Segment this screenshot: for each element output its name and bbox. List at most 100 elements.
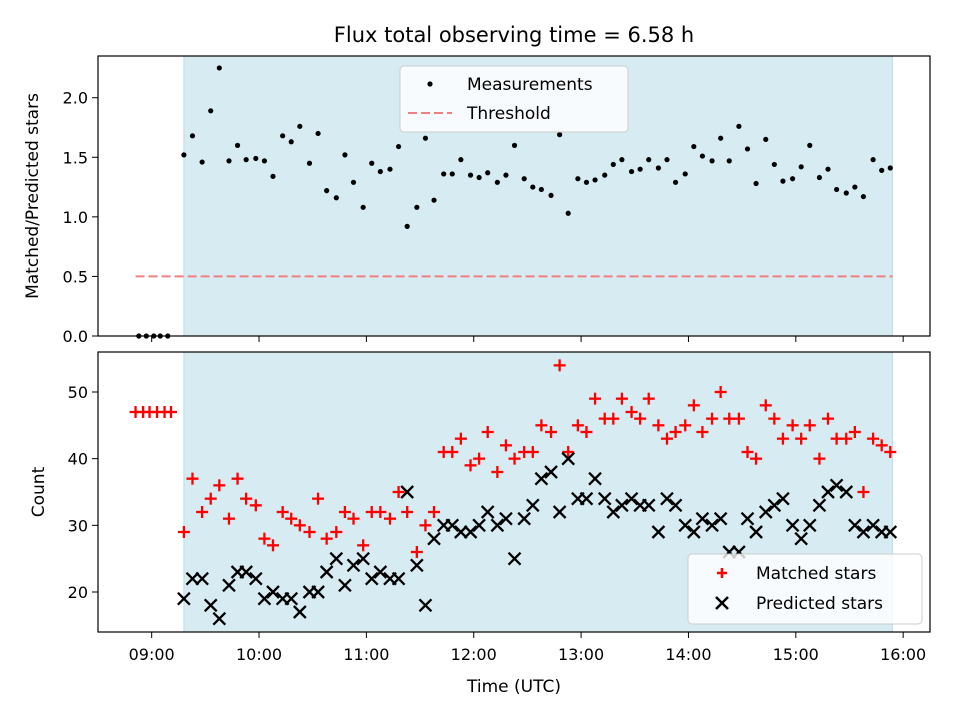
measurement-point xyxy=(664,157,670,163)
measurement-point xyxy=(494,179,500,185)
x-tick-label: 11:00 xyxy=(343,645,389,664)
top-y-tick-label: 0.5 xyxy=(63,267,88,286)
matched-star-point xyxy=(374,506,387,518)
matched-star-point xyxy=(848,426,861,438)
predicted-star-point xyxy=(454,525,468,539)
measurement-point xyxy=(763,136,769,143)
predicted-star-point xyxy=(329,551,344,566)
bottom-y-tick-label: 40 xyxy=(68,450,88,469)
measurement-point xyxy=(852,184,858,190)
predicted-star-point xyxy=(829,478,844,493)
predicted-star-point xyxy=(687,525,701,539)
matched-star-point xyxy=(840,432,853,445)
matched-star-point xyxy=(204,492,217,505)
matched-star-point xyxy=(714,386,727,398)
measurement-point xyxy=(610,161,616,168)
measurement-point xyxy=(261,158,267,164)
matched-star-point xyxy=(401,506,414,518)
measurement-point xyxy=(270,173,276,179)
matched-star-point xyxy=(258,532,271,545)
measurement-point xyxy=(441,171,447,177)
predicted-star-point xyxy=(534,471,549,486)
matched-star-point xyxy=(428,506,441,518)
matched-star-point xyxy=(499,439,512,452)
matched-star-point xyxy=(822,412,835,425)
matched-star-point xyxy=(177,526,190,538)
predicted-star-point xyxy=(472,518,486,533)
measurement-point xyxy=(709,158,715,164)
measurement-point xyxy=(306,160,313,166)
bottom-y-ticks: 20 30 40 50 xyxy=(68,383,98,602)
measurement-point xyxy=(208,108,214,114)
matched-star-point xyxy=(384,512,397,525)
matched-star-point xyxy=(867,432,880,445)
measurement-point xyxy=(333,195,339,201)
predicted-star-point xyxy=(544,465,558,479)
matched-star-point xyxy=(634,412,647,425)
measurement-point xyxy=(181,152,187,158)
matched-star-point xyxy=(776,432,789,445)
top-axes-frame xyxy=(97,55,931,337)
x-tick-label: 10:00 xyxy=(236,645,282,664)
predicted-star-point xyxy=(812,498,827,513)
predicted-star-point xyxy=(266,585,280,599)
matched-star-point xyxy=(222,512,235,525)
measurement-point xyxy=(280,133,286,139)
matched-star-point xyxy=(266,539,279,552)
top-legend: Measurements Threshold xyxy=(399,65,629,133)
top-y-tick-label: 1.0 xyxy=(63,208,88,227)
matched-star-point xyxy=(410,546,423,558)
predicted-star-point xyxy=(606,505,621,519)
measurement-point xyxy=(369,160,375,166)
x-tick-label: 12:00 xyxy=(451,645,497,664)
predicted-star-point xyxy=(856,525,871,539)
measurements-series xyxy=(136,65,893,339)
predicted-star-point xyxy=(588,471,602,486)
measurement-point xyxy=(387,166,393,172)
legend-matched-marker xyxy=(717,568,727,578)
matched-star-point xyxy=(473,452,486,465)
matched-star-point xyxy=(768,412,781,425)
predicted-star-point xyxy=(410,558,424,573)
matched-star-point xyxy=(786,419,799,432)
matched-star-point xyxy=(615,392,628,405)
predicted-star-point xyxy=(597,491,612,506)
predicted-star-point xyxy=(400,485,414,499)
measurement-point xyxy=(557,132,563,138)
matched-star-point xyxy=(491,466,504,478)
predicted-star-point xyxy=(490,518,505,533)
measurement-point xyxy=(521,176,527,182)
measurement-point xyxy=(699,153,706,159)
top-panel: 0.00.51.01.52.0 Matched/Predicted stars … xyxy=(23,55,931,346)
predicted-star-point xyxy=(346,558,361,573)
legend-threshold-label: Threshold xyxy=(466,104,551,124)
predicted-star-point xyxy=(480,505,495,519)
bottom-axes-frame xyxy=(97,351,931,633)
predicted-star-point xyxy=(311,585,325,599)
legend-predicted-marker xyxy=(715,596,729,610)
measurement-point xyxy=(485,170,491,176)
matched-star-point xyxy=(732,412,745,425)
matched-star-point xyxy=(857,486,870,498)
measurement-point xyxy=(414,204,420,210)
predicted-star-point xyxy=(561,451,576,466)
measurement-point xyxy=(342,152,348,158)
matched-star-point xyxy=(652,419,665,432)
predicted-star-point xyxy=(749,525,763,539)
measurement-point xyxy=(476,174,482,181)
chart-title: Flux total observing time = 6.58 h xyxy=(334,23,694,47)
matched-star-point xyxy=(249,499,262,512)
measurement-point xyxy=(887,165,893,171)
matched-star-point xyxy=(696,426,709,438)
predicted-star-point xyxy=(391,571,406,586)
x-tick-label: 15:00 xyxy=(773,645,819,664)
measurement-point xyxy=(297,123,303,129)
legend-measurements-label: Measurements xyxy=(467,75,593,95)
matched-star-point xyxy=(196,506,209,518)
measurement-point xyxy=(565,210,571,216)
matched-star-point xyxy=(186,472,199,485)
measurement-point xyxy=(834,186,840,193)
predicted-star-point xyxy=(883,525,898,539)
predicted-star-point xyxy=(695,511,710,526)
bottom-y-tick-label: 30 xyxy=(68,516,88,535)
